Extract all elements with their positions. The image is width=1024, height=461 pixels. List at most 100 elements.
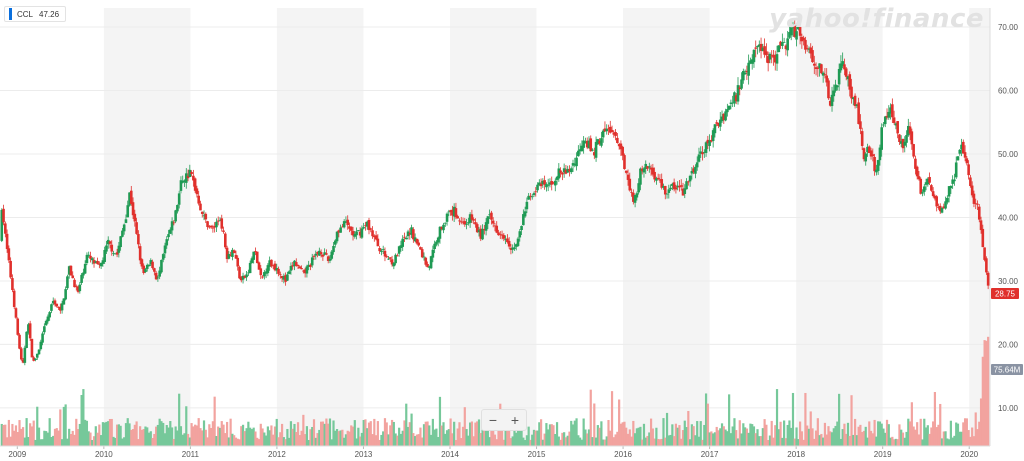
volume-bar	[568, 431, 571, 446]
volume-bar	[280, 423, 284, 446]
candle-body	[43, 326, 46, 333]
candle-body	[593, 152, 596, 156]
volume-bar	[29, 423, 32, 446]
candle-body	[156, 277, 160, 279]
candle-body	[181, 180, 185, 183]
candle-body	[745, 70, 749, 73]
candle-body	[777, 45, 781, 53]
volume-bar	[649, 418, 653, 446]
volume-bar	[59, 409, 62, 446]
volume-bar	[814, 430, 818, 446]
volume-bar	[16, 431, 19, 446]
volume-bar	[868, 421, 871, 446]
volume-bar	[506, 422, 509, 446]
volume-bar	[536, 430, 539, 446]
x-tick-label: 2019	[874, 450, 892, 459]
zoom-in-button[interactable]: +	[510, 412, 520, 428]
volume-bar	[69, 434, 73, 446]
volume-bar	[910, 402, 913, 446]
volume-bar	[965, 418, 968, 446]
candle-body	[843, 64, 846, 70]
candle-body	[284, 275, 287, 282]
candle-body	[399, 245, 403, 248]
volume-bar	[728, 394, 731, 446]
candle-body	[188, 169, 192, 178]
volume-bar	[64, 404, 67, 446]
volume-bar	[692, 426, 695, 446]
volume-bar	[683, 420, 686, 446]
candle-body	[415, 238, 419, 244]
candle-body	[717, 122, 720, 126]
volume-bar	[78, 423, 81, 446]
volume-bar	[199, 428, 202, 446]
candle-body	[965, 158, 969, 164]
volume-bar	[641, 439, 644, 446]
candle-body	[585, 140, 589, 148]
candle-body	[323, 252, 326, 255]
candle-body	[907, 125, 910, 136]
volume-bar	[123, 437, 126, 446]
candle-body	[456, 216, 460, 219]
candle-body	[264, 271, 268, 274]
volume-bar	[117, 424, 120, 446]
volume-bar	[710, 431, 713, 446]
volume-bar	[795, 427, 798, 446]
candle-body	[115, 252, 119, 255]
candle-body	[660, 179, 664, 188]
candle-body	[339, 227, 342, 233]
candle-body	[236, 257, 240, 267]
volume-bar	[889, 437, 892, 446]
candle-body	[523, 211, 527, 217]
candle-body	[468, 214, 472, 223]
candle-body	[880, 127, 883, 150]
volume-bar	[671, 424, 674, 446]
x-tick-label: 2018	[787, 450, 805, 459]
volume-bar	[229, 418, 232, 446]
candle-body	[0, 209, 4, 241]
candle-body	[154, 272, 158, 280]
candle-body	[910, 131, 914, 145]
candle-body	[548, 182, 552, 185]
volume-bar	[802, 439, 805, 446]
volume-bar	[437, 436, 440, 446]
volume-bar	[4, 424, 7, 446]
volume-bar	[500, 418, 504, 446]
candle-body	[454, 208, 458, 218]
candle-body	[174, 210, 177, 222]
volume-bar	[426, 421, 429, 446]
candle-body	[208, 226, 211, 228]
candle-body	[844, 68, 848, 77]
candle-body	[529, 195, 532, 197]
volume-bar	[115, 424, 119, 446]
volume-bar	[126, 418, 129, 446]
candle-body	[825, 75, 829, 83]
candle-body	[605, 128, 609, 132]
volume-bar	[137, 439, 140, 446]
volume-bar	[493, 434, 497, 446]
volume-bar	[265, 435, 268, 446]
candle-body	[483, 229, 486, 231]
volume-bar	[429, 434, 433, 446]
candle-body	[234, 254, 238, 259]
volume-bar	[797, 439, 800, 446]
volume-bar	[398, 427, 401, 446]
volume-bar	[628, 429, 631, 446]
volume-bar	[481, 427, 484, 446]
candle-body	[412, 229, 415, 240]
candle-body	[956, 156, 960, 161]
candle-body	[404, 237, 408, 240]
candle-body	[495, 225, 499, 233]
candle-body	[225, 247, 229, 260]
volume-bar	[355, 438, 358, 446]
volume-bar	[985, 340, 988, 446]
candle-body	[349, 226, 353, 231]
candle-body	[32, 357, 36, 361]
volume-bar	[394, 433, 397, 446]
candle-body	[140, 259, 144, 267]
volume-bar	[424, 421, 427, 446]
volume-bar	[850, 395, 853, 446]
volume-bar	[651, 428, 654, 446]
zoom-out-button[interactable]: −	[488, 412, 498, 428]
legend[interactable]: CCL 47.26	[4, 6, 67, 22]
